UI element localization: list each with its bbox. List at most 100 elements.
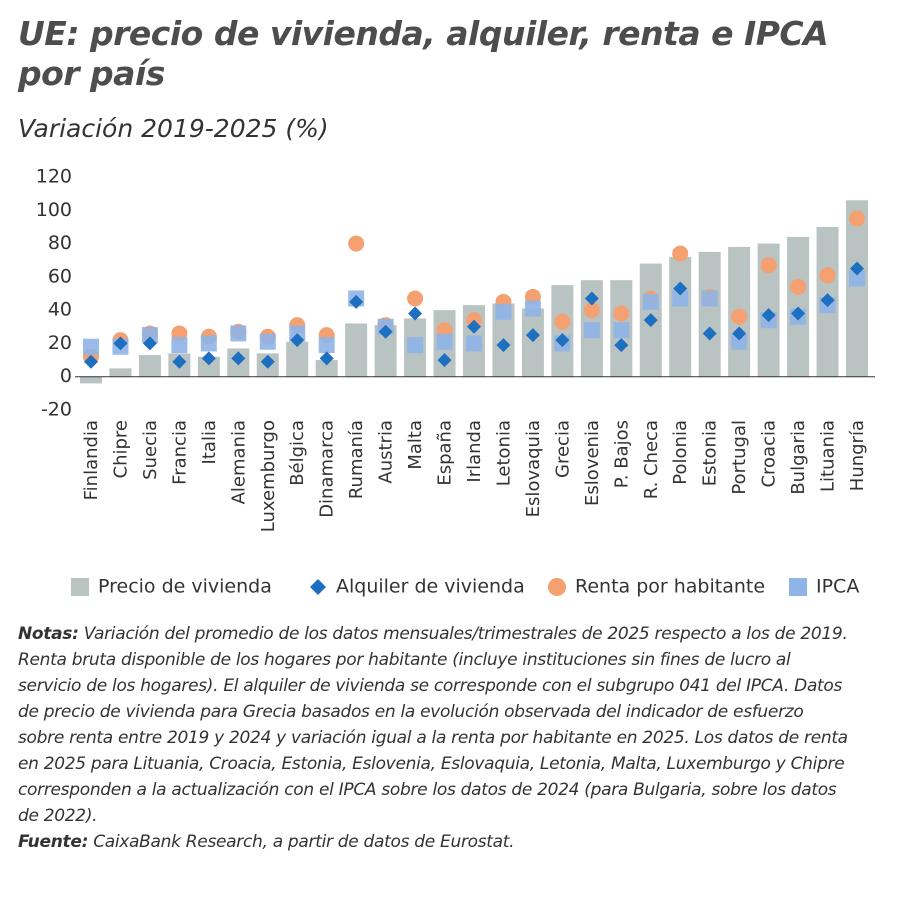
diamond-marker <box>732 326 747 341</box>
square-marker <box>495 303 512 320</box>
legend-label: IPCA <box>816 576 859 598</box>
x-tick-label: P. Bajos <box>611 420 632 488</box>
bar <box>698 251 721 377</box>
diamond-marker <box>319 351 334 366</box>
x-tick-label: Portugal <box>729 420 750 495</box>
legend-label: Alquiler de vivienda <box>336 576 525 598</box>
square-marker <box>141 327 158 344</box>
diamond-marker <box>408 306 423 321</box>
legend-swatch <box>71 578 89 596</box>
square-marker <box>672 290 689 307</box>
square-marker <box>731 333 748 350</box>
square-marker <box>200 335 217 352</box>
square-marker <box>318 337 335 354</box>
x-tick-label: Lituania <box>818 420 839 492</box>
circle-marker <box>407 290 424 307</box>
circle-marker <box>731 308 748 325</box>
diamond-marker <box>702 326 717 341</box>
diamond-marker <box>614 338 629 353</box>
diamond-marker <box>260 354 275 369</box>
x-tick-label: España <box>435 420 456 486</box>
x-tick-label: Estonia <box>700 420 721 486</box>
bar <box>109 368 132 377</box>
square-marker <box>407 337 424 354</box>
x-tick-label: Italia <box>199 420 220 464</box>
diamond-marker <box>496 338 511 353</box>
bar <box>846 200 868 377</box>
square-marker <box>613 322 630 339</box>
x-tick-label: Hungría <box>847 420 868 491</box>
diamond-marker <box>761 308 776 323</box>
x-tick-label: Irlanda <box>464 420 485 483</box>
square-marker <box>259 333 276 350</box>
y-tick-label: 0 <box>60 365 72 387</box>
square-marker <box>466 335 482 352</box>
bar <box>80 376 102 384</box>
circle-marker <box>583 302 600 319</box>
circle-marker <box>760 257 777 274</box>
diamond-marker <box>378 324 393 339</box>
circle-marker <box>849 210 865 227</box>
circle-marker <box>672 245 689 262</box>
source-label: Fuente: <box>18 832 89 852</box>
y-tick-label: 120 <box>36 166 72 188</box>
diamond-marker <box>584 291 599 306</box>
source-text: CaixaBank Research, a partir de datos de… <box>93 832 515 852</box>
diamond-marker <box>555 333 570 348</box>
square-marker <box>524 300 541 317</box>
square-marker <box>701 290 718 307</box>
y-tick-label: 40 <box>48 299 72 321</box>
circle-marker <box>819 267 836 284</box>
bar <box>286 341 309 377</box>
chart-subtitle: Variación 2019-2025 (%) <box>18 114 329 143</box>
chart-title: UE: precio de vivienda, alquiler, renta … <box>18 14 829 93</box>
notes-text: Variación del promedio de los datos mens… <box>18 624 848 826</box>
square-marker <box>436 333 453 350</box>
chart: -20 0 20 40 60 80 100 120 Finlandia Chipre Suecia F… <box>36 166 875 598</box>
y-tick-label: 20 <box>48 332 72 354</box>
bar <box>551 285 574 377</box>
notes-label: Notas: <box>18 624 79 644</box>
diamond-marker <box>172 354 187 369</box>
bar <box>374 325 397 377</box>
x-tick-label: Suecia <box>140 420 161 480</box>
x-tick-label: Francia <box>169 420 190 485</box>
legend-swatch <box>789 578 807 596</box>
legend-swatch <box>310 579 326 595</box>
bar <box>669 256 692 377</box>
bar <box>197 356 220 377</box>
x-tick-label: R. Checa <box>641 420 662 499</box>
diamond-marker <box>850 261 864 276</box>
square-marker <box>83 338 99 355</box>
square-marker <box>583 322 600 339</box>
x-tick-label: Croacia <box>759 420 780 488</box>
x-tick-label: Letonia <box>493 420 514 486</box>
y-tick-label: 100 <box>36 199 72 221</box>
circle-marker <box>613 305 630 322</box>
diamond-marker <box>467 319 481 334</box>
notes: Notas: Variación del promedio de los dat… <box>18 621 848 855</box>
square-marker <box>171 337 188 354</box>
diamond-marker <box>349 294 364 309</box>
x-tick-label: Eslovenia <box>582 420 603 506</box>
diamond-marker <box>84 354 98 369</box>
x-tick-label: Alemania <box>228 420 249 504</box>
x-tick-label: Bélgica <box>287 420 308 486</box>
square-marker <box>642 293 659 310</box>
x-tick-label: Finlandia <box>81 420 102 500</box>
y-tick-label: 60 <box>48 265 72 287</box>
legend-swatch <box>548 578 566 596</box>
bar <box>345 323 368 377</box>
x-tick-label: Bulgaria <box>788 420 809 495</box>
x-tick-label: Polonia <box>670 420 691 485</box>
diamond-marker <box>673 281 688 296</box>
diamond-marker <box>820 293 835 308</box>
x-tick-label: Rumanía <box>346 420 367 499</box>
square-marker <box>230 325 247 342</box>
diamond-marker <box>437 353 452 368</box>
bar <box>521 308 544 377</box>
diamond-marker <box>643 313 658 328</box>
y-tick-label: -20 <box>41 399 72 421</box>
diamond-marker <box>113 336 128 351</box>
